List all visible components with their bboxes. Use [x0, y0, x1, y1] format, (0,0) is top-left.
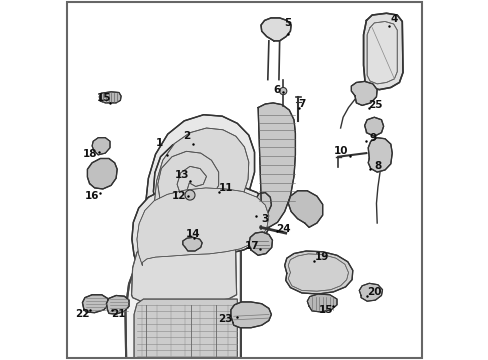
Polygon shape — [183, 237, 202, 251]
Text: 12: 12 — [172, 191, 186, 201]
Text: 6: 6 — [273, 85, 281, 95]
Polygon shape — [87, 158, 117, 189]
Polygon shape — [132, 183, 271, 269]
Polygon shape — [154, 128, 248, 255]
Text: 25: 25 — [367, 100, 382, 111]
Text: 24: 24 — [275, 225, 290, 234]
Polygon shape — [82, 295, 108, 313]
Polygon shape — [230, 302, 271, 328]
Polygon shape — [359, 283, 382, 301]
Text: 2: 2 — [183, 131, 190, 141]
Polygon shape — [106, 296, 129, 314]
Polygon shape — [99, 92, 121, 103]
Text: 1: 1 — [155, 139, 163, 148]
Polygon shape — [248, 232, 272, 255]
Text: 21: 21 — [111, 310, 125, 319]
Text: 3: 3 — [261, 214, 268, 224]
Text: 7: 7 — [298, 99, 305, 109]
Polygon shape — [364, 117, 383, 136]
Polygon shape — [287, 191, 322, 227]
Text: 8: 8 — [373, 161, 381, 171]
Polygon shape — [145, 115, 254, 260]
Polygon shape — [134, 299, 237, 357]
Text: 4: 4 — [390, 14, 397, 24]
Polygon shape — [351, 81, 376, 105]
Polygon shape — [261, 18, 290, 41]
Polygon shape — [131, 243, 236, 303]
Text: 5: 5 — [284, 18, 290, 28]
Polygon shape — [306, 294, 336, 312]
Text: 10: 10 — [333, 146, 347, 156]
Text: 15: 15 — [97, 93, 111, 103]
Polygon shape — [284, 251, 352, 294]
Polygon shape — [125, 242, 241, 359]
Circle shape — [184, 190, 195, 200]
Polygon shape — [253, 103, 295, 227]
Text: 13: 13 — [174, 170, 188, 180]
Text: 17: 17 — [244, 241, 259, 251]
Polygon shape — [92, 138, 110, 155]
Text: 14: 14 — [186, 229, 201, 239]
Text: 22: 22 — [75, 310, 89, 319]
Text: 11: 11 — [218, 183, 233, 193]
Text: 9: 9 — [368, 133, 376, 143]
Polygon shape — [363, 13, 402, 90]
Polygon shape — [367, 138, 391, 172]
Text: 23: 23 — [218, 314, 233, 324]
Text: 20: 20 — [366, 287, 381, 297]
Polygon shape — [137, 188, 268, 265]
Text: 15: 15 — [318, 305, 333, 315]
Text: 18: 18 — [82, 149, 97, 159]
Circle shape — [279, 87, 286, 95]
Text: 19: 19 — [314, 252, 328, 262]
Text: 16: 16 — [84, 191, 99, 201]
